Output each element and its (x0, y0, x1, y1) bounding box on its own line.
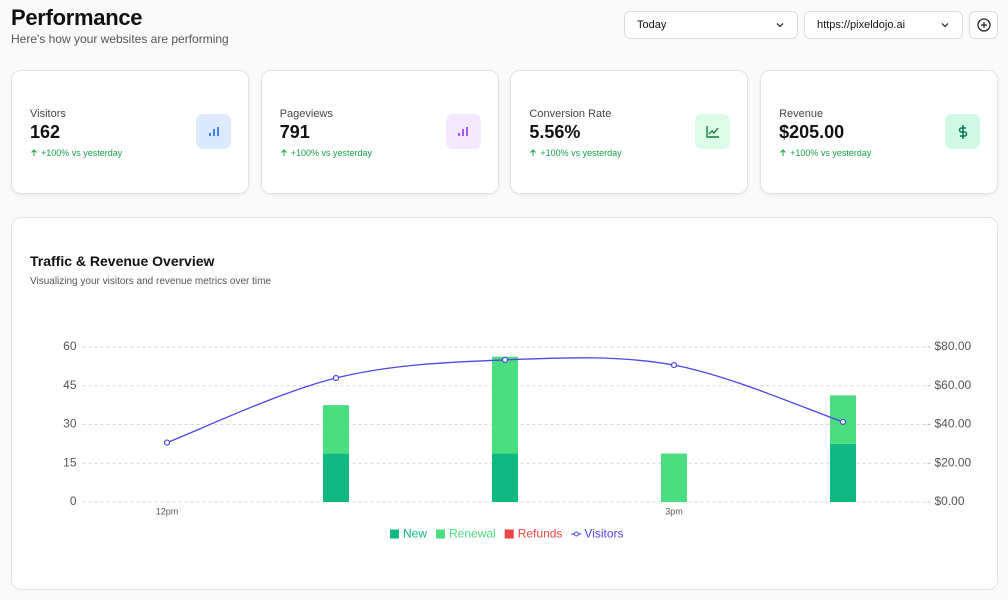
change-text: +100% vs yesterday (41, 148, 123, 158)
y-tick-label: 15 (63, 455, 77, 469)
stat-change: +100% vs yesterday (280, 148, 372, 158)
bar (830, 443, 856, 502)
icon (958, 124, 967, 139)
bar (492, 453, 518, 502)
change-text: +100% vs yesterday (290, 148, 372, 158)
chart: 0 15 30 45 60 $0.00 $20.00 $40.00 $60.00 $80.00 12… (63, 339, 972, 541)
stat-value: 162 (30, 122, 61, 142)
stat-label: Visitors (30, 108, 66, 120)
legend-label: New (403, 527, 427, 541)
stat-card: Conversion Rate 5.56% +100% vs yesterday (510, 70, 749, 194)
stat-icon (695, 114, 731, 149)
stat-change: +100% vs yesterday (529, 148, 622, 158)
y-tick-label: 0 (70, 494, 77, 508)
stat-value: 5.56% (529, 122, 581, 142)
stat-icon (445, 114, 481, 149)
page-title: Performance (11, 5, 143, 30)
legend-swatch (573, 531, 579, 537)
chevron (776, 23, 784, 28)
stat-value: $205.00 (779, 122, 845, 142)
change-text: +100% vs yesterday (540, 148, 622, 158)
change-text: +100% vs yesterday (790, 148, 872, 158)
up-arrow (530, 149, 537, 156)
point (670, 361, 678, 369)
legend-label: Visitors (584, 527, 623, 541)
up-arrow (31, 149, 37, 156)
stat-label: Conversion Rate (529, 108, 612, 120)
up-arrow (780, 149, 786, 156)
point (501, 356, 509, 364)
stat-value: 791 (279, 122, 310, 142)
point (839, 418, 847, 426)
stat-card: Pageviews 791 +100% vs yesterday (260, 70, 499, 194)
y-tick-label: 45 (63, 378, 77, 392)
icon (208, 126, 219, 136)
stat-card: Revenue $205.00 +100% vs yesterday (760, 70, 999, 194)
bar (492, 356, 518, 454)
site-select[interactable]: https://pixeldojo.ai (804, 11, 963, 39)
page-subtitle: Here's how your websites are performing (11, 32, 229, 46)
legend-swatch (504, 529, 514, 539)
stat-change: +100% vs yesterday (30, 148, 122, 158)
period-select[interactable]: Today (624, 11, 798, 39)
y2-tick-label: $60.00 (935, 378, 972, 392)
bar (323, 453, 349, 502)
chart-subtitle: Visualizing your visitors and revenue me… (30, 276, 272, 287)
legend-swatch (390, 529, 399, 539)
y-tick-label: 30 (63, 417, 77, 431)
point (163, 439, 171, 446)
y2-tick-label: $20.00 (935, 455, 972, 469)
plus-icon (976, 18, 991, 32)
y2-tick-label: $80.00 (935, 339, 972, 353)
legend-label: Renewal (449, 527, 496, 541)
stat-label: Pageviews (279, 108, 333, 120)
chevron (941, 23, 949, 28)
add-button[interactable] (969, 11, 998, 39)
point (332, 374, 340, 382)
bar (661, 453, 687, 502)
up-arrow (280, 149, 287, 156)
y-tick-label: 60 (63, 339, 77, 353)
chart-title: Traffic & Revenue Overview (30, 253, 215, 269)
stat-card: Visitors 162 +100% vs yesterday (11, 70, 249, 194)
stat-label: Revenue (779, 108, 824, 120)
icon (458, 126, 468, 136)
stat-icon (196, 114, 231, 149)
bar (323, 405, 349, 454)
period-value: Today (637, 19, 667, 31)
stat-change: +100% vs yesterday (779, 148, 871, 158)
stat-icon (945, 114, 981, 149)
chart-card: Traffic & Revenue Overview Visualizing y… (11, 217, 998, 590)
icon (706, 125, 719, 138)
y2-tick-label: $0.00 (935, 494, 965, 508)
legend-swatch (436, 529, 446, 539)
x-tick-label: 3pm (665, 506, 683, 516)
x-tick-label: 12pm (156, 506, 179, 516)
site-value: https://pixeldojo.ai (817, 19, 906, 31)
y2-tick-label: $40.00 (935, 417, 972, 431)
legend-label: Refunds (518, 527, 563, 541)
